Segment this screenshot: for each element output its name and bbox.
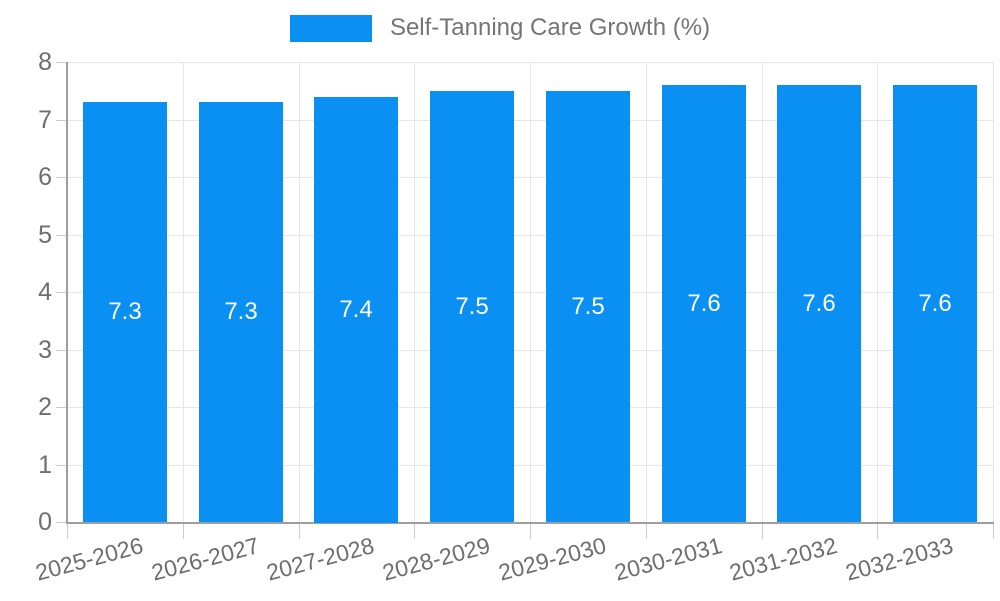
bar-value-label: 7.5 <box>571 293 605 320</box>
y-axis-label: 2 <box>38 393 52 421</box>
v-gridline <box>993 62 994 522</box>
bar[interactable]: 7.6 <box>893 85 977 522</box>
v-gridline <box>183 62 184 522</box>
y-axis-label: 8 <box>38 48 52 76</box>
bar[interactable]: 7.4 <box>314 97 398 523</box>
bar[interactable]: 7.5 <box>430 91 514 522</box>
v-gridline <box>646 62 647 522</box>
y-axis-label: 1 <box>38 451 52 479</box>
y-axis-label: 4 <box>38 278 52 306</box>
bar[interactable]: 7.3 <box>83 102 167 522</box>
v-gridline <box>414 62 415 522</box>
y-axis-label: 3 <box>38 336 52 364</box>
legend-swatch <box>289 14 372 42</box>
bar-value-label: 7.3 <box>108 298 142 325</box>
y-axis-tick <box>56 465 67 466</box>
bar[interactable]: 7.6 <box>662 85 746 522</box>
y-axis-tick <box>56 120 67 121</box>
bar[interactable]: 7.6 <box>777 85 861 522</box>
v-gridline <box>299 62 300 522</box>
x-axis-tick <box>414 524 415 539</box>
y-axis-label: 6 <box>38 163 52 191</box>
y-axis-tick <box>56 407 67 408</box>
x-axis-tick <box>762 524 763 539</box>
x-axis-tick <box>993 524 994 539</box>
bar-value-label: 7.3 <box>224 298 258 325</box>
x-axis-tick <box>530 524 531 539</box>
y-axis-line <box>66 62 68 524</box>
v-gridline <box>877 62 878 522</box>
y-axis-tick <box>56 292 67 293</box>
x-axis-tick <box>299 524 300 539</box>
legend-label: Self-Tanning Care Growth (%) <box>389 14 711 41</box>
bar[interactable]: 7.5 <box>546 91 630 522</box>
bar-value-label: 7.6 <box>918 290 952 317</box>
x-axis-line <box>66 522 994 524</box>
chart-legend[interactable]: Self-Tanning Care Growth (%) <box>0 14 1000 42</box>
y-axis-label: 0 <box>38 508 52 536</box>
bar-value-label: 7.6 <box>802 290 836 317</box>
bar-value-label: 7.6 <box>687 290 721 317</box>
x-axis-tick <box>67 524 68 539</box>
y-axis-tick <box>56 235 67 236</box>
y-axis-tick <box>56 522 67 523</box>
bar-value-label: 7.5 <box>455 293 489 320</box>
y-axis-label: 7 <box>38 106 52 134</box>
x-axis-tick <box>877 524 878 539</box>
x-axis-tick <box>646 524 647 539</box>
y-axis-tick <box>56 350 67 351</box>
x-axis-tick <box>183 524 184 539</box>
y-axis-tick <box>56 62 67 63</box>
v-gridline <box>530 62 531 522</box>
y-axis-label: 5 <box>38 221 52 249</box>
bar-value-label: 7.4 <box>339 296 373 323</box>
v-gridline <box>762 62 763 522</box>
bar[interactable]: 7.3 <box>199 102 283 522</box>
y-axis-tick <box>56 177 67 178</box>
